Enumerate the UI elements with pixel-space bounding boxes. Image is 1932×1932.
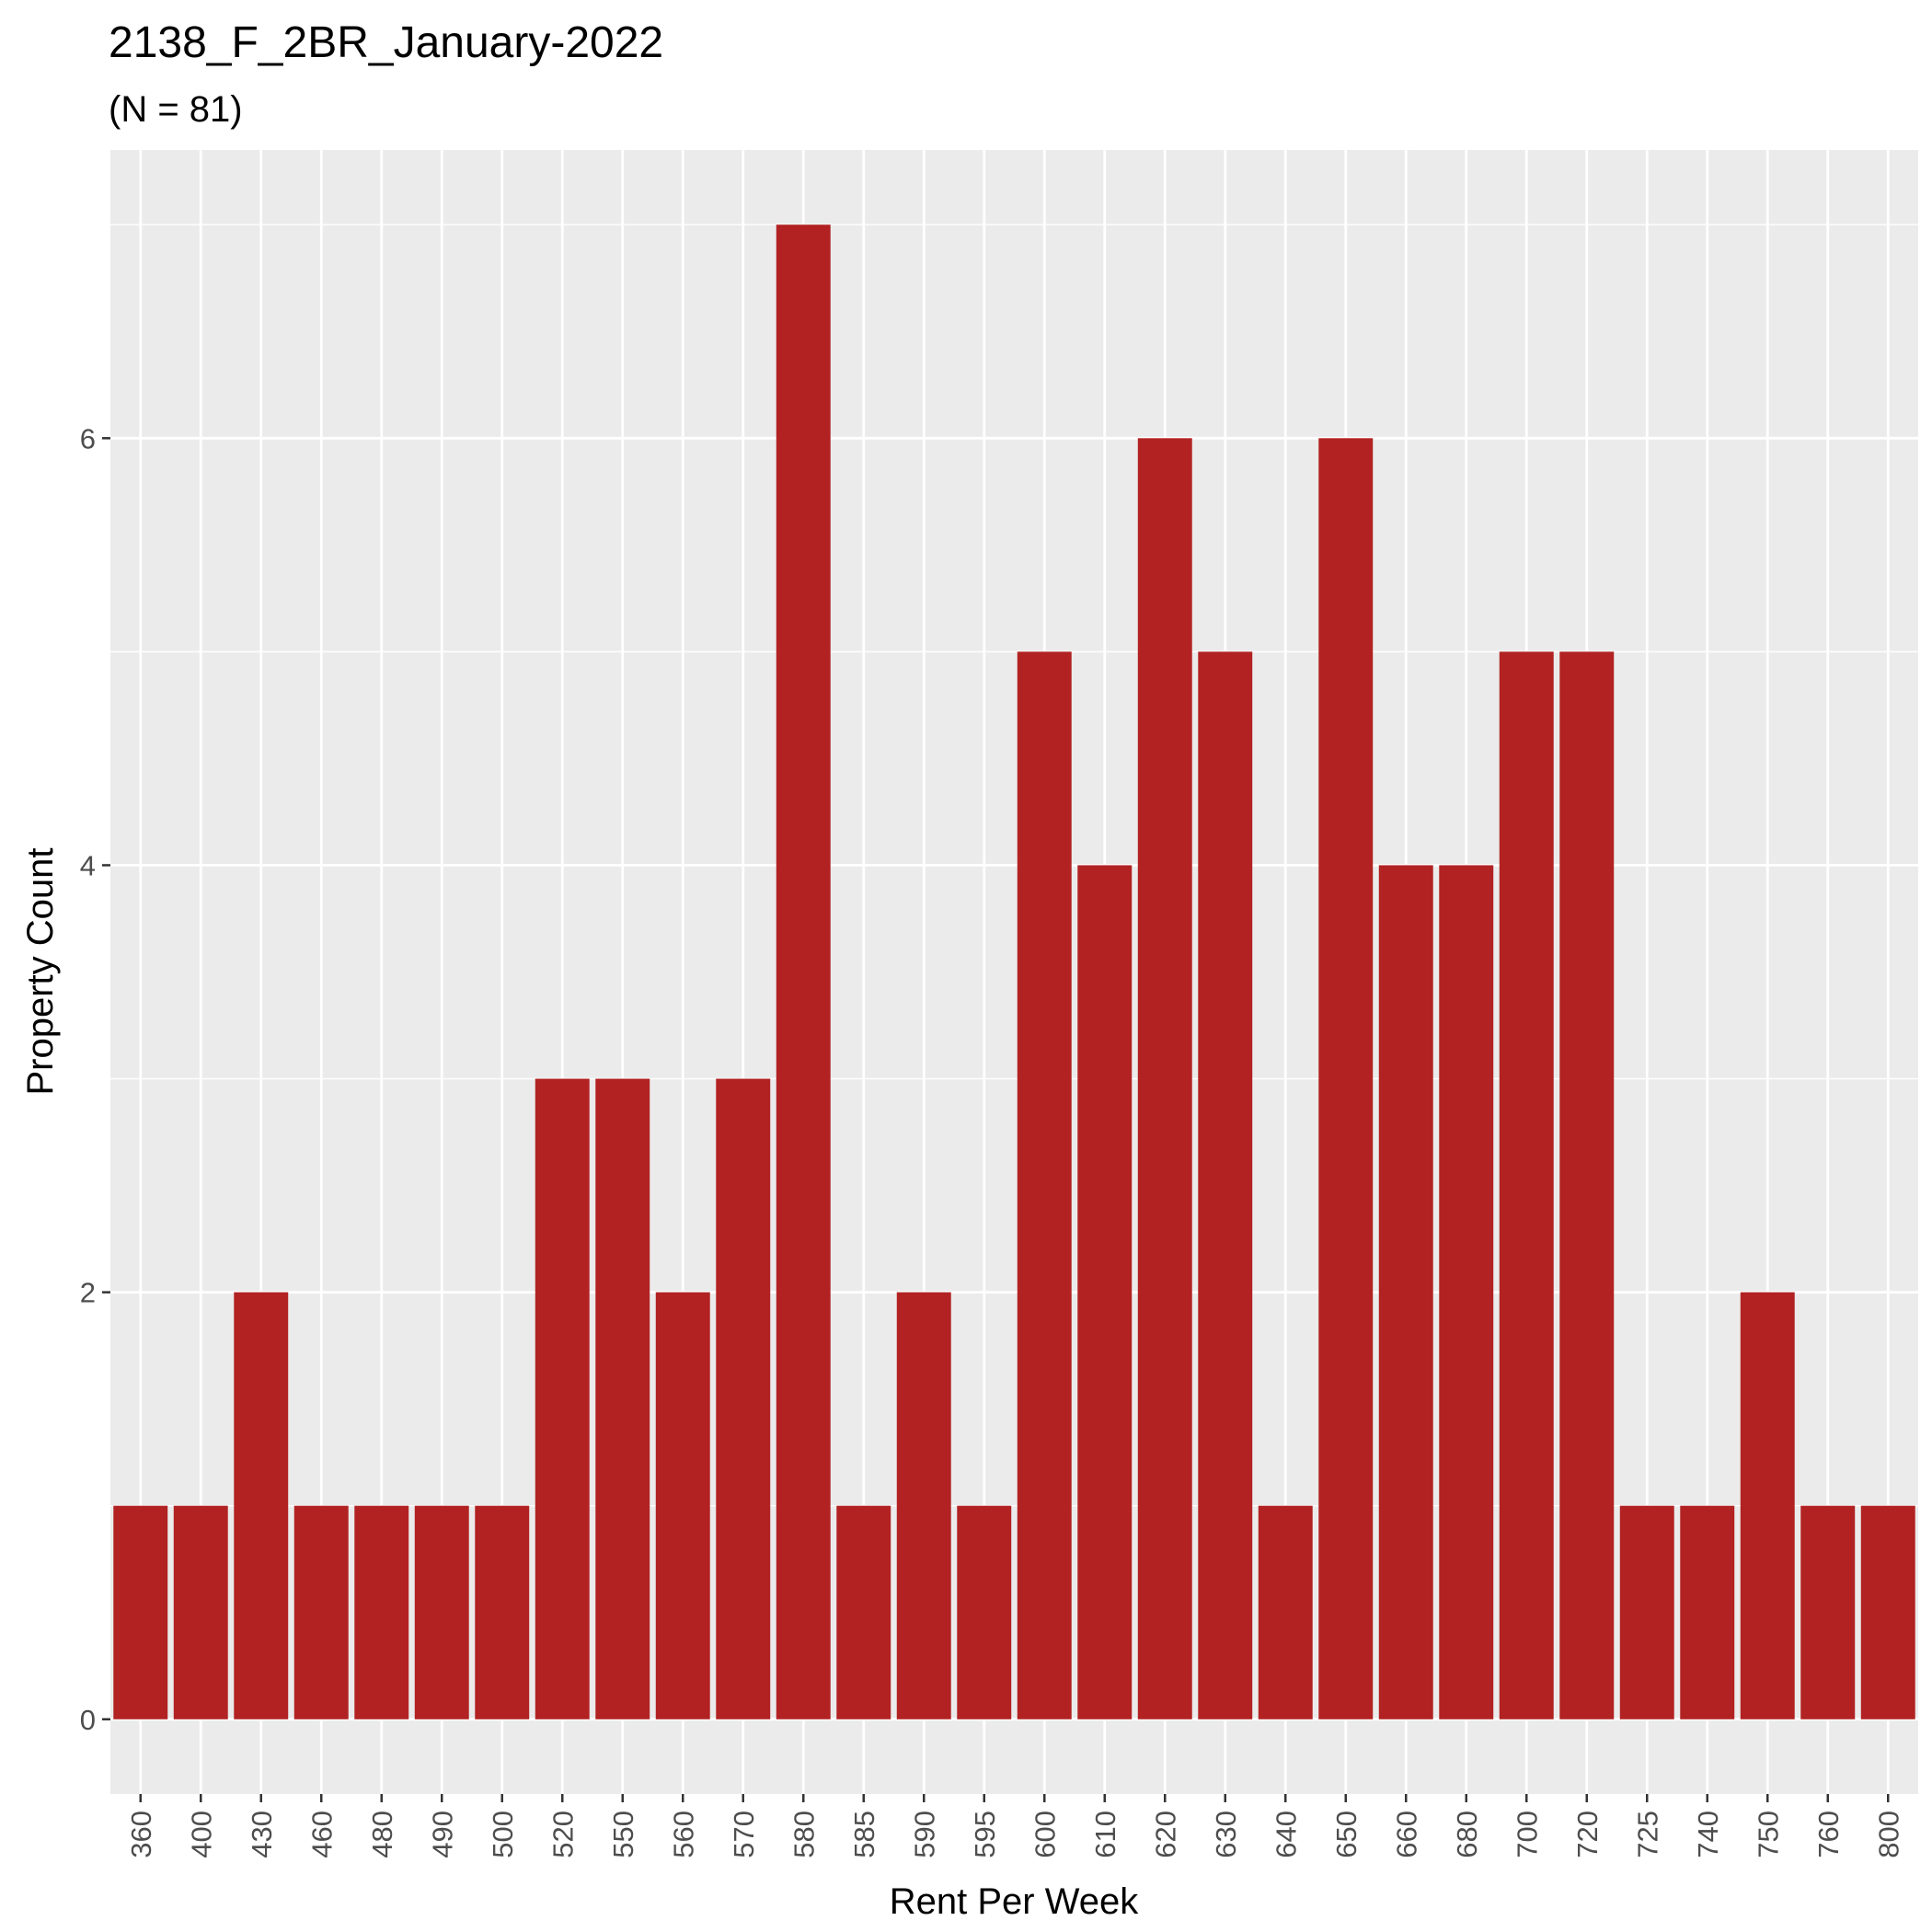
bar-640 <box>1258 1505 1313 1719</box>
bar-800 <box>1860 1505 1915 1719</box>
bar-360 <box>113 1505 168 1719</box>
x-tick-label: 430 <box>246 1811 278 1858</box>
bar-680 <box>1439 865 1494 1719</box>
x-tick-label: 585 <box>848 1811 880 1858</box>
bar-550 <box>595 1078 650 1719</box>
y-axis-title: Property Count <box>20 847 61 1095</box>
x-tick-label: 400 <box>185 1811 217 1858</box>
x-tick-label: 640 <box>1270 1811 1302 1858</box>
bar-610 <box>1077 865 1133 1719</box>
x-tick-label: 500 <box>487 1811 519 1858</box>
bar-430 <box>234 1292 289 1719</box>
bar-480 <box>354 1505 409 1719</box>
x-tick-label: 630 <box>1210 1811 1242 1858</box>
bar-590 <box>896 1292 951 1719</box>
bar-750 <box>1740 1292 1795 1719</box>
grid-minor <box>110 224 1918 1507</box>
x-tick-label: 480 <box>366 1811 398 1858</box>
bar-595 <box>957 1505 1012 1719</box>
bar-560 <box>655 1292 710 1719</box>
x-tick-label: 740 <box>1692 1811 1724 1858</box>
bar-400 <box>173 1505 228 1719</box>
y-tick-label: 0 <box>80 1704 96 1736</box>
bars <box>113 224 1915 1719</box>
bar-520 <box>535 1078 590 1719</box>
bar-600 <box>1017 651 1072 1719</box>
x-tick-label: 720 <box>1571 1811 1604 1858</box>
x-tick-label: 595 <box>969 1811 1001 1858</box>
plot-panel <box>110 150 1918 1794</box>
bar-660 <box>1378 865 1433 1719</box>
bar-460 <box>293 1505 349 1719</box>
x-tick-label: 590 <box>908 1811 940 1858</box>
x-axis: 360 400 430 460 480 490 500 520 550 560 570 580 585 5… <box>125 1794 1904 1858</box>
bar-580 <box>776 224 831 1719</box>
x-tick-label: 610 <box>1089 1811 1121 1858</box>
chart-title: 2138_F_2BR_January-2022 <box>109 18 663 67</box>
x-tick-label: 760 <box>1812 1811 1845 1858</box>
bar-570 <box>716 1078 771 1719</box>
bar-760 <box>1800 1505 1856 1719</box>
bar-630 <box>1198 651 1253 1719</box>
bar-725 <box>1619 1505 1674 1719</box>
x-tick-label: 700 <box>1511 1811 1543 1858</box>
x-tick-label: 620 <box>1149 1811 1181 1858</box>
x-tick-label: 490 <box>426 1811 458 1858</box>
x-tick-label: 580 <box>788 1811 820 1858</box>
bar-700 <box>1499 651 1554 1719</box>
bar-650 <box>1318 438 1374 1719</box>
x-tick-label: 660 <box>1390 1811 1422 1858</box>
x-tick-label: 360 <box>125 1811 157 1858</box>
y-tick-label: 6 <box>80 422 96 454</box>
x-tick-label: 520 <box>546 1811 579 1858</box>
bar-490 <box>414 1505 469 1719</box>
chart-subtitle: (N = 81) <box>109 89 243 130</box>
y-tick-label: 2 <box>80 1277 96 1309</box>
x-axis-title: Rent Per Week <box>890 1881 1139 1922</box>
x-tick-label: 550 <box>607 1811 639 1858</box>
bar-585 <box>836 1505 891 1719</box>
x-tick-label: 650 <box>1330 1811 1363 1858</box>
x-tick-label: 680 <box>1451 1811 1483 1858</box>
x-tick-label: 560 <box>667 1811 699 1858</box>
x-tick-label: 570 <box>728 1811 760 1858</box>
x-tick-label: 460 <box>305 1811 338 1858</box>
x-tick-label: 800 <box>1872 1811 1904 1858</box>
y-axis: 0 2 4 6 <box>80 422 110 1736</box>
bar-740 <box>1680 1505 1735 1719</box>
bar-620 <box>1137 438 1192 1719</box>
bar-720 <box>1559 651 1615 1719</box>
x-tick-label: 600 <box>1029 1811 1061 1858</box>
x-tick-label: 725 <box>1631 1811 1663 1858</box>
bar-500 <box>475 1505 530 1719</box>
y-tick-label: 4 <box>80 849 96 881</box>
x-tick-label: 750 <box>1752 1811 1784 1858</box>
